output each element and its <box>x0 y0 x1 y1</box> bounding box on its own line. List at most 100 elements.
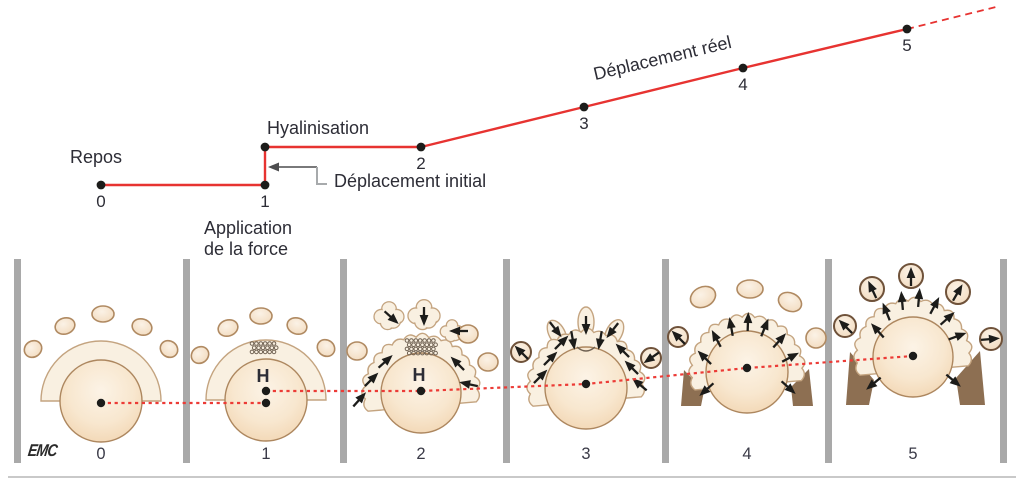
divider-bar <box>14 259 21 463</box>
force-arrow-icon <box>352 392 367 408</box>
bone-apposition-wedge <box>956 351 985 405</box>
hyalinisation-h-label: H <box>413 365 426 385</box>
divider-bar <box>183 259 190 463</box>
panel-2-illustration: H <box>346 299 499 434</box>
force-arrow-icon <box>727 317 736 337</box>
panel-number-4: 4 <box>742 445 752 463</box>
force-arrow-icon <box>383 310 399 325</box>
panel-1-illustration: H <box>190 307 336 442</box>
force-arrow-icon <box>870 323 885 339</box>
force-arrow-icon <box>514 345 529 360</box>
cell-oval <box>91 305 115 323</box>
cell-oval <box>159 339 179 359</box>
divider-bar <box>1000 259 1007 463</box>
cell-oval <box>457 324 479 344</box>
panel-number-2: 2 <box>416 445 426 463</box>
divider-bar <box>825 259 832 463</box>
graph-stage-number-2: 2 <box>416 154 426 173</box>
force-arrow-icon <box>615 343 630 358</box>
root-center-dot <box>908 351 918 361</box>
cell-oval <box>477 352 499 372</box>
panel-5-illustration <box>833 263 1003 405</box>
force-arrow-icon <box>450 356 465 371</box>
force-arrow-icon <box>671 330 686 345</box>
graph-point-4 <box>738 63 748 73</box>
root-center-dot <box>96 398 106 408</box>
compression-hatch-zone <box>404 338 438 356</box>
cell-oval <box>54 316 76 336</box>
force-arrow-icon <box>699 382 715 397</box>
graph-point-5 <box>902 24 912 34</box>
graph-point-2 <box>416 142 426 152</box>
hyalinisation-h-label: H <box>257 366 270 386</box>
graph-stage-number-1: 1 <box>260 192 270 211</box>
initial-displacement-arrow <box>268 162 327 185</box>
graph-point-1 <box>260 180 270 190</box>
label-hyalinisation: Hyalinisation <box>267 118 370 138</box>
force-arrow-icon <box>548 321 562 338</box>
displacement-graph <box>96 6 997 190</box>
force-arrow-icon <box>760 318 769 337</box>
force-arrow-icon <box>743 312 753 332</box>
force-arrow-icon <box>596 330 605 350</box>
force-arrow-icon <box>838 319 853 334</box>
label-application-line2: de la force <box>204 239 289 260</box>
force-arrow-icon <box>914 288 924 308</box>
force-arrow-icon <box>952 284 963 302</box>
force-arrow-icon <box>624 360 639 375</box>
force-arrow-icon <box>711 330 722 348</box>
force-arrow-icon <box>772 333 787 349</box>
divider-bar <box>340 259 347 463</box>
force-arrow-icon <box>780 380 796 395</box>
graph-stage-number-3: 3 <box>579 114 589 133</box>
force-arrow-icon <box>945 373 961 387</box>
root-center-dot <box>261 398 271 408</box>
root-center-dot <box>416 386 426 396</box>
label-application-force: Application de la force <box>204 218 292 260</box>
cell-oval <box>805 327 827 349</box>
force-arrow-icon <box>939 311 955 326</box>
force-arrow-icon <box>697 350 712 365</box>
root-center-dot <box>261 386 271 396</box>
cell-oval <box>131 317 153 337</box>
graph-point <box>260 142 270 152</box>
force-arrow-icon <box>980 334 1000 344</box>
graph-stage-number-0: 0 <box>96 192 106 211</box>
cell-oval <box>23 339 43 359</box>
force-arrow-icon <box>866 376 882 390</box>
bone-apposition-wedge <box>846 352 874 405</box>
cell-oval <box>190 345 210 365</box>
panel-3-illustration <box>510 306 662 430</box>
force-arrow-icon <box>554 335 569 350</box>
panel-0-illustration <box>23 305 179 443</box>
label-deplacement-initial: Déplacement initial <box>334 171 487 191</box>
force-arrow-icon <box>543 351 558 366</box>
force-arrow-icon <box>929 297 940 315</box>
panel-4-illustration <box>667 279 827 414</box>
force-arrow-icon <box>897 291 907 311</box>
root-center-dot <box>742 363 752 373</box>
force-arrow-icon <box>419 307 429 326</box>
panel-divider-bars <box>14 259 1007 463</box>
force-arrow-icon <box>868 280 878 299</box>
root-center-dot <box>581 379 591 389</box>
force-arrow-icon <box>643 351 660 364</box>
force-arrow-icon <box>459 380 479 389</box>
cell-oval <box>736 279 764 299</box>
cell-oval <box>777 291 803 313</box>
panel-number-0: 0 <box>96 445 106 463</box>
cell-cluster <box>407 299 441 331</box>
panel-number-5: 5 <box>908 445 918 463</box>
force-arrow-icon <box>449 326 468 336</box>
compression-hatch-zone <box>249 341 279 355</box>
bottom-divider-line <box>8 476 1016 478</box>
force-arrow-icon <box>632 378 648 392</box>
cell-oval <box>249 307 273 325</box>
graph-stage-number-4: 4 <box>738 75 748 94</box>
center-displacement-trace <box>96 351 918 408</box>
force-arrow-icon <box>606 322 620 339</box>
force-arrow-icon <box>377 354 393 369</box>
force-arrow-icon <box>568 330 577 350</box>
